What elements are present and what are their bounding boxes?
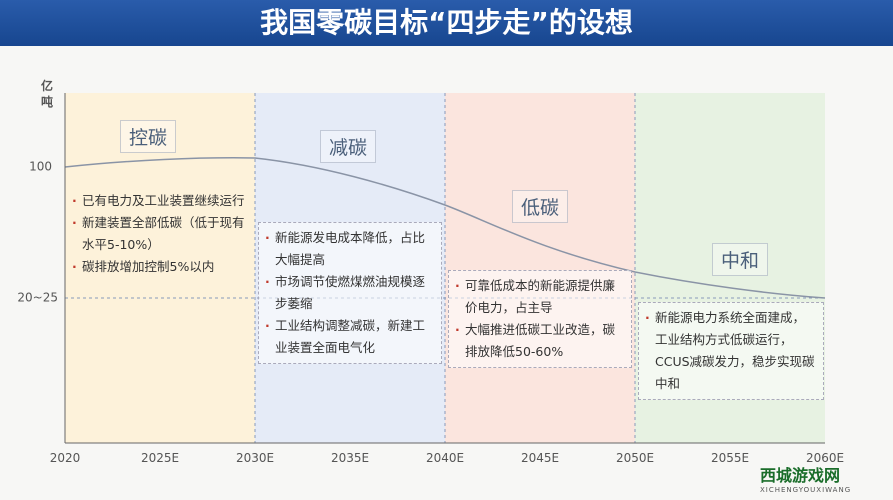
- x-label: 2035E: [331, 451, 369, 465]
- bullet: 市场调节使燃煤燃油规模逐步萎缩: [265, 271, 435, 315]
- logo: 西城游戏网 XICHENGYOUXIWANG: [760, 462, 890, 498]
- bullet: 新能源发电成本降低，占比大幅提高: [265, 227, 435, 271]
- bullet: 可靠低成本的新能源提供廉价电力，占主导: [455, 275, 625, 319]
- bullet-box: 新能源发电成本降低，占比大幅提高市场调节使燃煤燃油规模逐步萎缩工业结构调整减碳，…: [258, 222, 442, 364]
- bullet: 工业结构调整减碳，新建工业装置全面电气化: [265, 315, 435, 359]
- x-label: 2040E: [426, 451, 464, 465]
- phase-label: 低碳: [512, 190, 569, 223]
- bullet: 大幅推进低碳工业改造，碳排放降低50-60%: [455, 319, 625, 363]
- x-label: 2055E: [711, 451, 749, 465]
- bullet-box: 已有电力及工业装置继续运行新建装置全部低碳（低于现有水平5-10%）碳排放增加控…: [66, 186, 254, 282]
- logo-sub: XICHENGYOUXIWANG: [760, 486, 852, 494]
- x-label: 2025E: [141, 451, 179, 465]
- curve: [64, 157, 826, 299]
- y-label: 20~25: [17, 291, 58, 305]
- x-label: 2050E: [616, 451, 654, 465]
- logo-name: 西城游戏网: [760, 466, 841, 485]
- phase-label: 减碳: [320, 130, 377, 163]
- phase-label: 中和: [712, 243, 769, 276]
- x-label: 2030E: [236, 451, 274, 465]
- zone: [445, 93, 635, 443]
- y-label: 100: [29, 160, 52, 174]
- bullet: 已有电力及工业装置继续运行: [72, 190, 248, 212]
- x-label: 2045E: [521, 451, 559, 465]
- phase-label: 控碳: [120, 120, 177, 153]
- bullet: 碳排放增加控制5%以内: [72, 256, 248, 278]
- bullet: 新能源电力系统全面建成，工业结构方式低碳运行，CCUS减碳发力，稳步实现碳中和: [645, 307, 817, 395]
- x-label: 2020: [50, 451, 81, 465]
- separators: [65, 93, 825, 443]
- x-label: 2060E: [806, 451, 844, 465]
- unit: 亿吨: [41, 78, 53, 109]
- bullet: 新建装置全部低碳（低于现有水平5-10%）: [72, 212, 248, 256]
- bullet-box: 可靠低成本的新能源提供廉价电力，占主导大幅推进低碳工业改造，碳排放降低50-60…: [448, 270, 632, 368]
- title-banner: 我国零碳目标“四步走”的设想: [0, 0, 893, 46]
- bullet-box: 新能源电力系统全面建成，工业结构方式低碳运行，CCUS减碳发力，稳步实现碳中和: [638, 302, 824, 400]
